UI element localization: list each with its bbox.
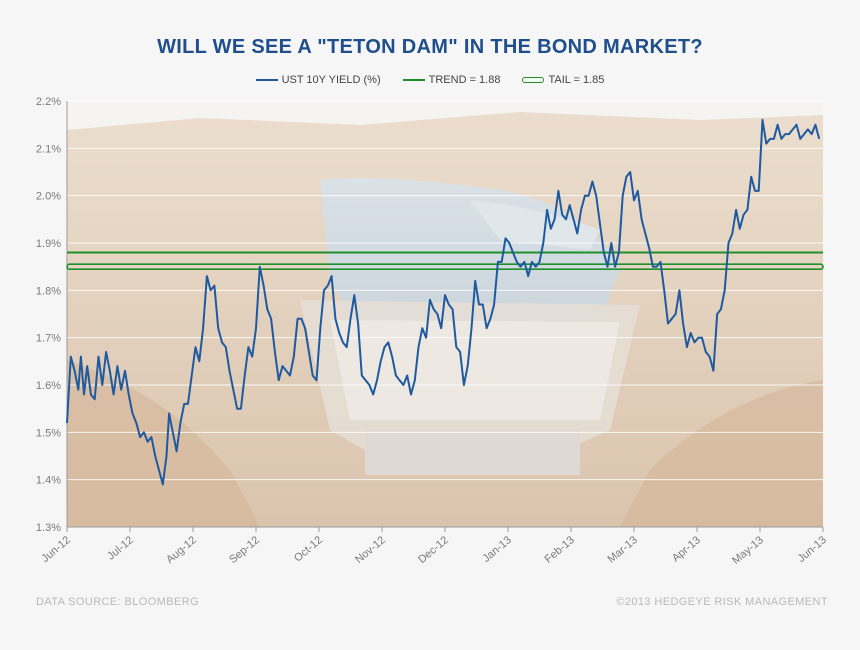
- y-tick-label: 2.1%: [36, 143, 61, 155]
- legend-item-tail: TAIL = 1.85: [522, 74, 604, 86]
- x-tick-label: Nov-12: [353, 534, 388, 566]
- y-tick-label: 2.0%: [36, 191, 61, 203]
- y-tick-label: 1.5%: [36, 427, 61, 439]
- chart-legend: UST 10Y YIELD (%) TREND = 1.88 TAIL = 1.…: [0, 74, 860, 86]
- copyright: ©2013 HEDGEYE RISK MANAGEMENT: [616, 596, 828, 608]
- legend-label-trend: TREND = 1.88: [428, 74, 501, 86]
- y-tick-label: 1.4%: [36, 475, 61, 487]
- y-tick-label: 1.8%: [36, 285, 61, 297]
- x-tick-label: Mar-13: [606, 534, 640, 566]
- x-tick-label: Jun-13: [795, 534, 828, 565]
- x-tick-label: Dec-12: [416, 534, 451, 566]
- grid-lines: [67, 100, 823, 528]
- tail-line: [66, 263, 824, 270]
- chart-title: WILL WE SEE A "TETON DAM" IN THE BOND MA…: [157, 36, 703, 58]
- y-axis: 1.3% 1.4% 1.5% 1.6% 1.7% 1.8% 1.9% 2.0% 2.1% 2.2%: [36, 96, 68, 534]
- y-tick-label: 1.6%: [36, 380, 61, 392]
- legend-item-yield: UST 10Y YIELD (%): [255, 74, 381, 86]
- x-tick-label: Apr-13: [670, 534, 703, 564]
- y-tick-label: 1.7%: [36, 333, 61, 345]
- y-tick-label: 2.2%: [36, 96, 61, 108]
- y-tick-label: 1.9%: [36, 238, 61, 250]
- x-tick-label: Jul-12: [105, 534, 136, 562]
- background-photo: [67, 101, 823, 527]
- x-tick-label: Jun-12: [39, 534, 72, 565]
- legend-swatch-tail: [522, 77, 545, 83]
- x-tick-label: May-13: [730, 534, 766, 567]
- series-line-yield: [66, 118, 821, 486]
- x-axis: Jun-12 Jul-12 Aug-12 Sep-12 Oct-12 Nov-12 Dec-…: [39, 526, 829, 567]
- legend-item-trend: TREND = 1.88: [402, 74, 501, 86]
- reference-lines: [66, 251, 824, 270]
- y-tick-label: 1.3%: [36, 522, 61, 534]
- legend-swatch-trend: [402, 79, 425, 81]
- x-tick-label: Feb-13: [543, 534, 577, 566]
- x-tick-label: Aug-12: [164, 534, 199, 566]
- legend-label-yield: UST 10Y YIELD (%): [281, 74, 381, 86]
- data-source: DATA SOURCE: BLOOMBERG: [36, 596, 200, 608]
- legend-label-tail: TAIL = 1.85: [548, 74, 605, 86]
- x-tick-label: Sep-12: [227, 534, 262, 566]
- x-tick-label: Oct-12: [292, 534, 325, 564]
- x-tick-label: Jan-13: [480, 534, 513, 565]
- legend-swatch-yield: [255, 79, 278, 81]
